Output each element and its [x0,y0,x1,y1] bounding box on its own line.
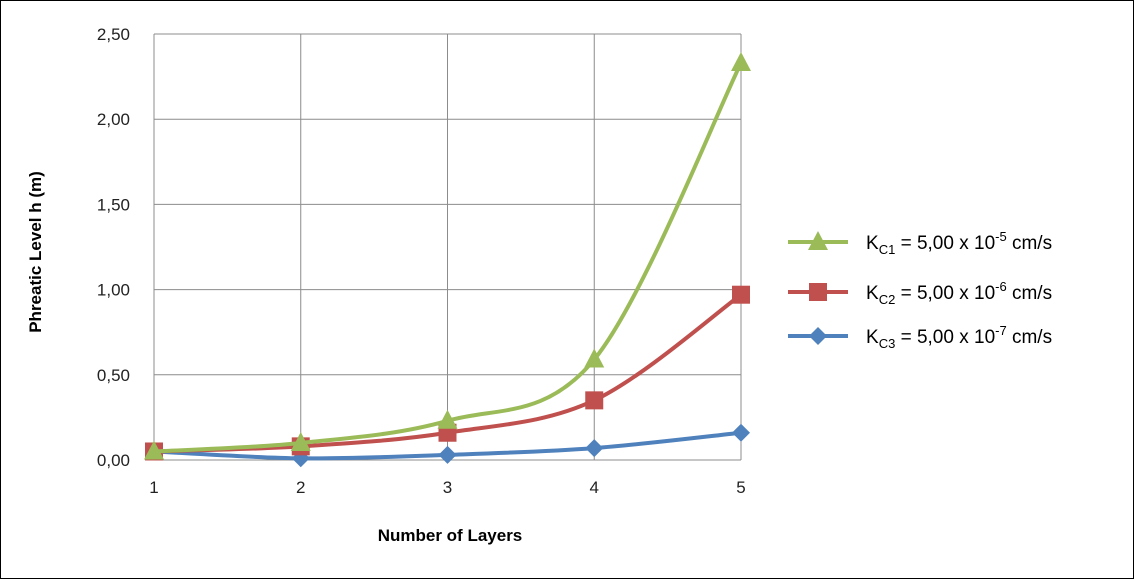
legend-marker [809,283,827,301]
data-point [290,431,311,451]
legend-label: KC1 = 5,00 x 10-5 cm/s [866,229,1052,257]
y-tick-label: 1,00 [97,281,130,300]
y-tick-labels: 0,00 0,50 1,00 1,50 2,00 2,50 [97,25,130,470]
data-point [437,409,458,429]
legend: KC1 = 5,00 x 10-5 cm/s KC2 = 5,00 x 10-6 … [788,229,1052,351]
y-axis-title: Phreatic Level h (m) [26,171,45,333]
x-tick-label: 2 [296,478,305,497]
data-point [438,445,457,464]
legend-label: KC2 = 5,00 x 10-6 cm/s [866,279,1052,307]
data-point [144,440,164,460]
x-tick-label: 1 [149,478,158,497]
y-tick-label: 0,50 [97,366,130,385]
grid [153,33,742,461]
x-tick-label: 5 [736,478,745,497]
y-tick-label: 1,50 [97,195,130,214]
legend-item: KC1 = 5,00 x 10-5 cm/s [788,229,1052,257]
series-group [144,51,751,468]
x-tick-labels: 1 2 3 4 5 [149,478,745,497]
legend-marker [809,327,827,345]
data-point [732,423,750,442]
data-point [732,285,750,304]
y-tick-label: 2,00 [97,110,130,129]
y-tick-label: 2,50 [97,25,130,44]
series-line [152,60,743,454]
legend-label: KC3 = 5,00 x 10-7 cm/s [866,323,1052,351]
x-axis-title: Number of Layers [378,526,523,545]
data-point [731,51,751,71]
data-point [585,439,604,458]
x-tick-label: 4 [590,478,599,497]
data-point [585,391,604,410]
data-point [584,348,605,368]
series-1 [144,51,751,460]
y-tick-label: 0,00 [97,451,130,470]
legend-item: KC2 = 5,00 x 10-6 cm/s [788,279,1052,307]
x-tick-label: 3 [443,478,452,497]
legend-marker [808,231,828,250]
legend-item: KC3 = 5,00 x 10-7 cm/s [788,323,1052,351]
